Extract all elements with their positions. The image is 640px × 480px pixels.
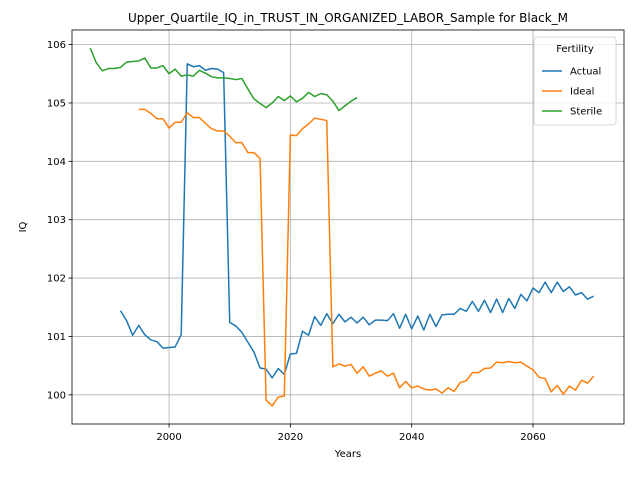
plot-frame (71, 29, 625, 425)
legend-label-ideal: Ideal (570, 87, 594, 98)
series-line-actual (119, 63, 594, 379)
legend-label-sterile: Sterile (570, 107, 602, 118)
plot-series (89, 47, 595, 407)
y-tick-label: 106 (47, 40, 66, 51)
legend: Fertility Actual Ideal Sterile (533, 36, 617, 126)
y-tick-label: 101 (47, 332, 66, 343)
axis-ticks: 2000 2020 2040 2060 100 101 102 103 104 105 106 (47, 40, 546, 443)
y-tick-label: 104 (47, 157, 66, 168)
legend-title: Fertility (556, 44, 594, 55)
series-line-sterile (89, 47, 358, 112)
y-axis-label: IQ (18, 221, 29, 232)
series-line-ideal (138, 108, 595, 407)
y-tick-label: 103 (47, 215, 66, 226)
x-tick-label: 2040 (399, 432, 424, 443)
x-tick-label: 2020 (278, 432, 303, 443)
legend-box (533, 36, 617, 126)
x-axis-label: Years (334, 449, 361, 460)
x-tick-label: 2060 (520, 432, 545, 443)
legend-label-actual: Actual (570, 67, 601, 78)
chart-title: Upper_Quartile_IQ_in_TRUST_IN_ORGANIZED_… (128, 11, 568, 25)
x-tick-label: 2000 (156, 432, 181, 443)
y-tick-label: 102 (47, 274, 66, 285)
y-tick-label: 105 (47, 98, 66, 109)
y-tick-label: 100 (47, 390, 66, 401)
